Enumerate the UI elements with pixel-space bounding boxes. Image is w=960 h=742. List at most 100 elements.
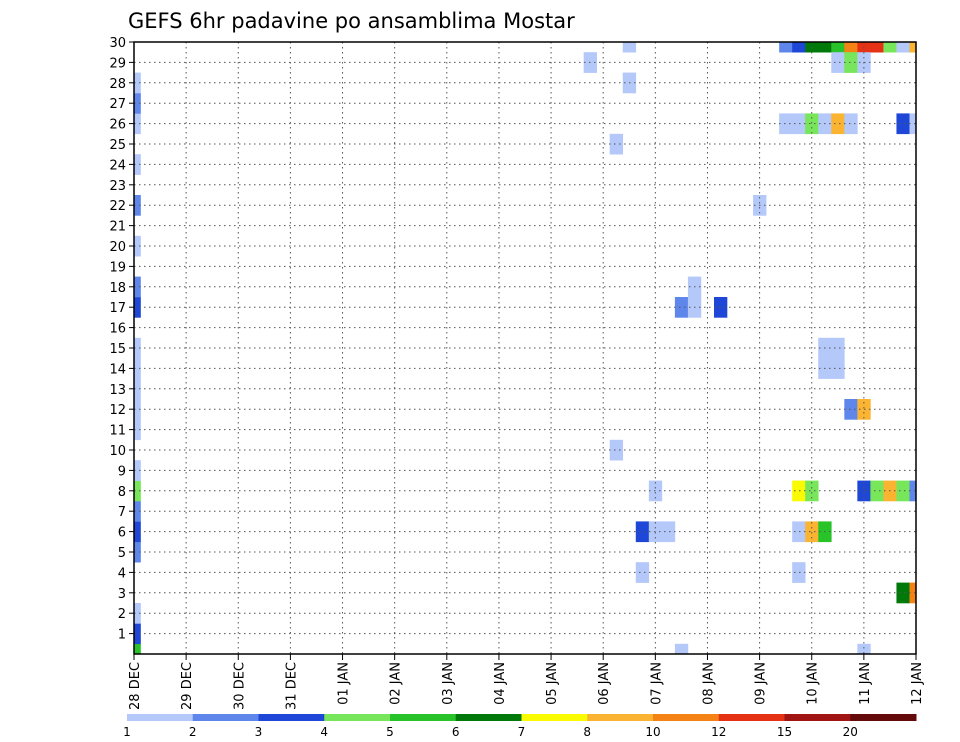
cells-layer	[134, 32, 936, 654]
legend-swatch	[784, 714, 851, 721]
heatmap-cell	[779, 113, 793, 135]
x-tick-label: 05 JAN	[545, 662, 560, 705]
heatmap-cell	[909, 480, 916, 502]
x-tick-label: 02 JAN	[389, 662, 404, 705]
heatmap-cell	[134, 501, 141, 522]
y-tick-label: 8	[118, 485, 126, 500]
legend-label: 6	[452, 725, 460, 739]
heatmap-cell	[844, 42, 858, 53]
x-axis: 28 DEC 29 DEC 30 DEC 31 DEC 01 JAN 02 JAN 03 J…	[128, 654, 925, 710]
heatmap-cell	[792, 480, 806, 502]
heatmap-cell	[134, 460, 141, 481]
heatmap-cell	[134, 603, 141, 624]
heatmap-cell	[134, 235, 141, 257]
heatmap-cell	[883, 42, 897, 53]
heatmap-cell	[870, 42, 884, 53]
legend-label: 7	[518, 725, 526, 739]
legend-label: 4	[320, 725, 328, 739]
heatmap-cell	[896, 113, 910, 135]
x-tick-label: 11 JAN	[858, 662, 873, 705]
y-tick-label: 16	[109, 322, 126, 337]
heatmap-cell	[896, 480, 910, 502]
y-tick-label: 1	[118, 628, 126, 643]
heatmap-cell	[923, 338, 936, 359]
legend-swatch	[258, 714, 325, 721]
y-tick-label: 6	[118, 526, 126, 541]
heatmap-cell	[870, 480, 884, 502]
y-tick-label: 3	[118, 587, 126, 602]
x-tick-label: 31 DEC	[284, 662, 299, 710]
x-tick-label: 01 JAN	[337, 662, 352, 705]
legend-swatch	[850, 714, 917, 721]
heatmap-cell	[923, 521, 936, 542]
y-tick-label: 25	[109, 138, 126, 153]
y-tick-label: 29	[109, 56, 126, 71]
heatmap-cell	[609, 133, 624, 155]
legend-swatch	[390, 714, 457, 721]
heatmap-cell	[134, 541, 141, 563]
heatmap-cell	[609, 439, 624, 461]
legend-swatch	[521, 714, 588, 721]
y-tick-label: 9	[118, 464, 126, 479]
heatmap-cell	[792, 521, 806, 543]
legend-label: 2	[189, 725, 197, 739]
y-tick-label: 11	[109, 424, 126, 439]
heatmap-cell	[713, 297, 728, 318]
heatmap-cell	[134, 297, 141, 318]
heatmap-cell	[134, 93, 141, 114]
legend-label: 12	[711, 725, 726, 739]
y-tick-label: 28	[109, 77, 126, 92]
heatmap-cell	[909, 42, 916, 53]
heatmap-cell	[622, 42, 637, 53]
heatmap-cell	[134, 195, 141, 216]
legend-label: 5	[386, 725, 394, 739]
legend-label: 15	[777, 725, 792, 739]
x-tick-label: 10 JAN	[806, 662, 821, 705]
y-tick-label: 21	[109, 220, 126, 235]
x-tick-label: 29 DEC	[180, 662, 195, 710]
legend-swatch	[324, 714, 391, 721]
x-tick-label: 07 JAN	[649, 662, 664, 705]
y-tick-label: 22	[109, 199, 126, 214]
legend-swatch	[587, 714, 654, 721]
heatmap-cell	[831, 113, 845, 135]
y-tick-label: 23	[109, 179, 126, 194]
heatmap-cell	[923, 481, 936, 502]
heatmap-cell	[134, 378, 141, 400]
heatmap-cell	[818, 42, 832, 53]
x-tick-label: 08 JAN	[701, 662, 716, 705]
heatmap-cell	[792, 42, 806, 53]
heatmap-cell	[923, 32, 936, 53]
x-tick-label: 28 DEC	[128, 662, 143, 710]
heatmap-cell	[134, 623, 141, 645]
heatmap-cell	[923, 562, 936, 583]
y-tick-label: 24	[109, 158, 126, 173]
y-tick-label: 26	[109, 118, 126, 133]
heatmap-cell	[134, 521, 141, 543]
heatmap-cell	[134, 154, 141, 175]
legend-label: 1	[123, 725, 131, 739]
legend-swatch	[718, 714, 785, 721]
heatmap-cell	[134, 337, 141, 359]
heatmap-cell	[805, 113, 819, 135]
heatmap-cell	[805, 480, 819, 502]
x-tick-label: 12 JAN	[910, 662, 925, 705]
y-tick-label: 20	[109, 240, 126, 255]
y-tick-label: 17	[109, 301, 126, 316]
heatmap-cell	[831, 337, 845, 359]
y-tick-label: 14	[109, 362, 126, 377]
y-tick-label: 4	[118, 566, 126, 581]
heatmap-cell	[831, 358, 845, 379]
chart-title: GEFS 6hr padavine po ansamblima Mostar	[128, 9, 575, 33]
heatmap-cell	[844, 52, 858, 73]
heatmap-cell	[134, 399, 141, 420]
x-tick-label: 03 JAN	[441, 662, 456, 705]
heatmap-cell	[635, 562, 650, 583]
heatmap-cell	[134, 72, 141, 94]
y-tick-label: 5	[118, 546, 126, 561]
heatmap-cell	[909, 113, 916, 135]
heatmap-cell	[134, 419, 141, 441]
heatmap-cell	[844, 113, 858, 135]
y-tick-label: 18	[109, 281, 126, 296]
heatmap-cell	[134, 643, 141, 654]
